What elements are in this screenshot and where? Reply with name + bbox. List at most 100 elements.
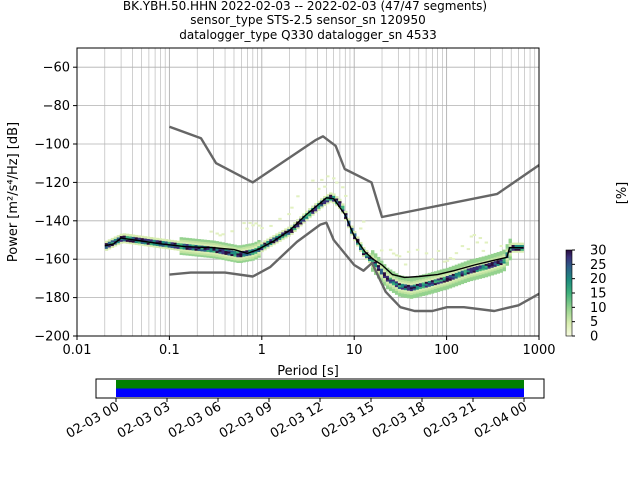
psd-cell — [388, 273, 393, 276]
psd-cell — [155, 243, 160, 246]
psd-cell — [188, 253, 192, 256]
psd-cell — [472, 234, 477, 237]
psd-cell — [257, 249, 261, 252]
psd-cell — [481, 249, 486, 252]
psd-cell — [478, 268, 483, 272]
psd-cell — [454, 272, 459, 275]
psd-cell — [236, 258, 240, 262]
psd-cell — [245, 227, 249, 230]
psd-cell — [368, 260, 372, 264]
psd-cell — [119, 233, 124, 237]
psd-cell — [224, 256, 228, 259]
psd-cell — [317, 206, 321, 209]
psd-cell — [164, 244, 169, 248]
psd-cell — [197, 250, 201, 253]
psd-cell — [236, 252, 240, 256]
y-tick-label: −140 — [34, 214, 70, 229]
psd-cell — [260, 243, 264, 247]
psd-cell — [469, 274, 474, 278]
psd-cell — [454, 266, 459, 269]
psd-cell — [218, 255, 222, 258]
psd-cell — [254, 243, 258, 247]
psd-cell — [335, 203, 339, 207]
psd-cell — [499, 253, 503, 256]
psd-cell — [493, 270, 498, 273]
psd-cell — [314, 208, 318, 212]
psd-cell — [424, 290, 429, 294]
psd-cell — [514, 248, 518, 251]
psd-cell — [406, 280, 411, 283]
psd-cell — [388, 284, 393, 288]
psd-cell — [167, 239, 172, 242]
psd-cell — [451, 275, 456, 278]
psd-cell — [487, 264, 492, 267]
psd-cell — [107, 246, 112, 250]
psd-cell — [203, 245, 207, 248]
psd-cell — [113, 236, 118, 239]
psd-cell — [236, 245, 240, 248]
psd-cell — [170, 247, 175, 250]
psd-cell — [191, 238, 195, 241]
psd-cell — [475, 241, 480, 244]
timeline-tick-label: 02-03 06 — [166, 399, 224, 441]
psd-cell — [445, 273, 450, 276]
psd-cell — [442, 274, 447, 277]
psd-cell — [329, 194, 333, 197]
psd-cell — [212, 255, 216, 259]
psd-cell — [472, 274, 477, 277]
psd-cell — [427, 276, 432, 280]
psd-cell — [158, 245, 163, 249]
psd-cell — [335, 199, 339, 203]
psd-cell — [439, 282, 444, 286]
psd-cell — [442, 278, 447, 281]
psd-cell — [317, 208, 321, 211]
psd-cell — [475, 259, 480, 263]
psd-cell — [439, 271, 444, 274]
psd-cell — [388, 288, 393, 292]
psd-cell — [493, 264, 498, 267]
x-axis-ticks: 0.01 0.1 1 10 100 1000 — [63, 336, 556, 358]
psd-cell — [406, 250, 411, 253]
timeline-tick-label: 02-03 12 — [268, 399, 326, 441]
psd-cell — [499, 244, 503, 247]
psd-cell — [152, 239, 157, 242]
psd-cell — [451, 277, 456, 280]
psd-cell — [496, 263, 500, 266]
psd-cell — [224, 252, 228, 255]
psd-cell — [218, 257, 222, 260]
psd-cell — [436, 272, 441, 275]
psd-cell — [368, 256, 372, 260]
x-axis-label: Period [s] — [277, 364, 339, 379]
psd-cell — [236, 260, 240, 264]
psd-cell — [152, 245, 157, 248]
psd-cell — [281, 230, 285, 233]
psd-cell — [224, 254, 228, 257]
psd-cell — [430, 279, 435, 283]
psd-cell — [379, 270, 384, 273]
psd-cell — [134, 240, 139, 244]
psd-cell — [454, 252, 459, 255]
psd-cell — [463, 274, 468, 278]
psd-cell — [445, 275, 450, 278]
psd-cell — [451, 265, 456, 269]
psd-cell — [460, 277, 465, 281]
psd-cell — [359, 245, 363, 249]
psd-cell — [110, 241, 115, 245]
psd-cell — [230, 253, 234, 257]
psd-cell — [400, 294, 405, 298]
psd-cell — [191, 244, 195, 247]
psd-cell — [146, 242, 151, 245]
psd-cell — [299, 223, 303, 227]
psd-cell — [499, 262, 503, 266]
psd-cell — [230, 259, 234, 262]
psd-cell — [200, 252, 204, 256]
psd-cell — [370, 259, 375, 263]
psd-cell — [454, 264, 459, 268]
psd-cell — [424, 279, 429, 282]
psd-cell — [230, 230, 234, 233]
psd-cell — [448, 280, 453, 283]
psd-cell — [242, 252, 246, 255]
psd-cell — [484, 255, 489, 259]
psd-cell — [215, 248, 219, 252]
psd-cell — [502, 268, 506, 272]
